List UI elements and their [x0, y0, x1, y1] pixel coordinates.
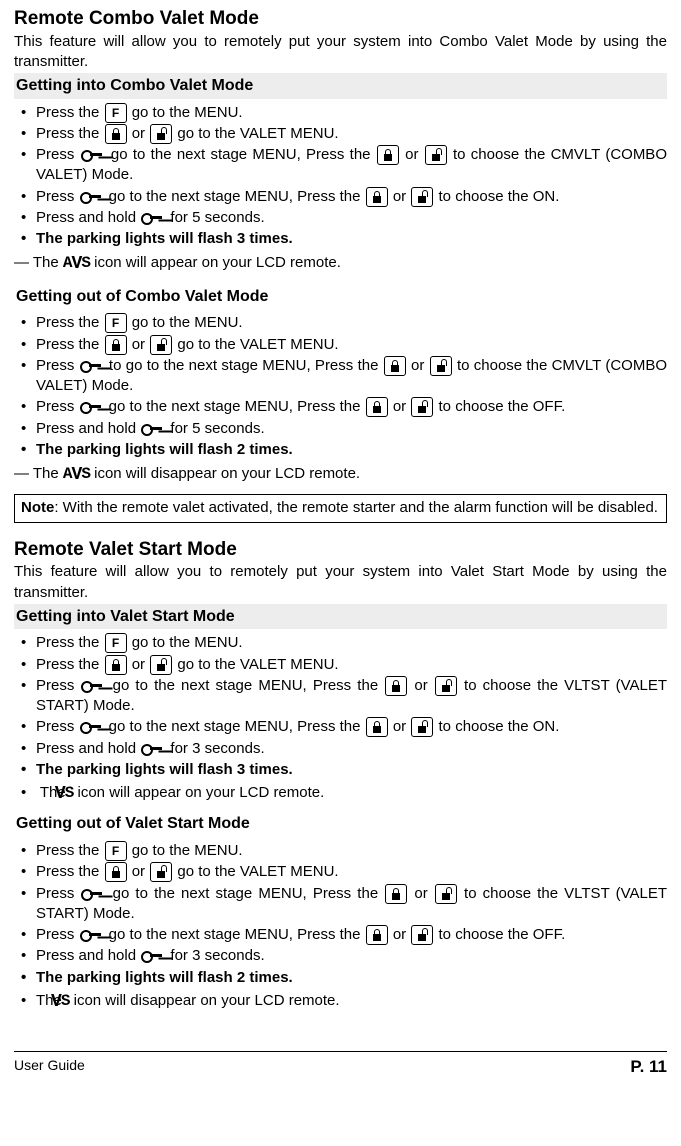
- step-item: Press and hold for 5 seconds.: [14, 419, 667, 439]
- unlock-icon: [150, 124, 172, 144]
- unlock-icon: [411, 397, 433, 417]
- f-icon: [105, 633, 127, 653]
- subhead-2b: Getting out of Valet Start Mode: [14, 811, 667, 837]
- step-item: Press go to the next stage MENU, Press t…: [14, 884, 667, 925]
- unlock-icon: [411, 717, 433, 737]
- step-item: The parking lights will flash 2 times.: [14, 440, 667, 460]
- note-label: Note: [21, 499, 54, 516]
- page-number: P. 11: [630, 1056, 667, 1079]
- intro-2: This feature will allow you to remotely …: [14, 562, 667, 603]
- f-icon: [105, 103, 127, 123]
- vs-icon: VS: [70, 781, 73, 805]
- dash-1a: — The AVS icon will appear on your LCD r…: [14, 251, 667, 275]
- key-icon: [81, 884, 105, 904]
- steps-1b: Press the go to the MENU.Press the or go…: [14, 313, 667, 460]
- lock-icon: [366, 397, 388, 417]
- lock-icon: [105, 655, 127, 675]
- step-item: Press go to the next stage MENU, Press t…: [14, 397, 667, 417]
- step-item: Press go to the next stage MENU, Press t…: [14, 187, 667, 207]
- lock-icon: [105, 124, 127, 144]
- section-title-2: Remote Valet Start Mode: [14, 537, 667, 563]
- note-box: Note: With the remote valet activated, t…: [14, 494, 667, 522]
- step-item: Press the go to the MENU.: [14, 633, 667, 653]
- step-item: The parking lights will flash 3 times.: [14, 229, 667, 249]
- lock-icon: [105, 862, 127, 882]
- key-icon: [141, 946, 165, 966]
- footer-left: User Guide: [14, 1056, 85, 1079]
- avs-icon: AVS: [63, 462, 90, 486]
- section-title-1: Remote Combo Valet Mode: [14, 6, 667, 32]
- lock-icon: [366, 717, 388, 737]
- lock-icon: [385, 676, 407, 696]
- lock-icon: [105, 335, 127, 355]
- step-item: Press go to the next stage MENU, Press t…: [14, 145, 667, 186]
- subhead-1a: Getting into Combo Valet Mode: [14, 73, 667, 99]
- dash-1b: — The AVS icon will disappear on your LC…: [14, 462, 667, 486]
- step-item: Press and hold for 3 seconds.: [14, 739, 667, 759]
- step-item: Press and hold for 5 seconds.: [14, 208, 667, 228]
- avs-icon: AVS: [63, 251, 90, 275]
- steps-2b: Press the go to the MENU.Press the or go…: [14, 841, 667, 1013]
- key-icon: [141, 739, 165, 759]
- lock-icon: [385, 884, 407, 904]
- step-item: The VS icon will disappear on your LCD r…: [14, 989, 667, 1013]
- key-icon: [80, 925, 104, 945]
- step-item: Press the go to the MENU.: [14, 103, 667, 123]
- step-item: Press the go to the MENU.: [14, 841, 667, 861]
- step-item: Press the go to the MENU.: [14, 313, 667, 333]
- unlock-icon: [435, 676, 457, 696]
- footer: User Guide P. 11: [14, 1051, 667, 1079]
- vs-icon: VS: [66, 989, 69, 1013]
- unlock-icon: [435, 884, 457, 904]
- unlock-icon: [150, 335, 172, 355]
- lock-icon: [377, 145, 399, 165]
- subhead-1b: Getting out of Combo Valet Mode: [14, 284, 667, 310]
- step-item: Press the or go to the VALET MENU.: [14, 124, 667, 144]
- key-icon: [80, 356, 104, 376]
- unlock-icon: [150, 862, 172, 882]
- step-item: Press the or go to the VALET MENU.: [14, 335, 667, 355]
- step-item: Press and hold for 3 seconds.: [14, 946, 667, 966]
- subhead-2a: Getting into Valet Start Mode: [14, 604, 667, 630]
- step-item: Press to go to the next stage MENU, Pres…: [14, 356, 667, 397]
- unlock-icon: [411, 187, 433, 207]
- steps-1a: Press the go to the MENU.Press the or go…: [14, 103, 667, 250]
- step-item: The VS icon will appear on your LCD remo…: [14, 781, 667, 805]
- unlock-icon: [411, 925, 433, 945]
- f-icon: [105, 841, 127, 861]
- key-icon: [81, 676, 105, 696]
- steps-2a: Press the go to the MENU.Press the or go…: [14, 633, 667, 805]
- lock-icon: [366, 925, 388, 945]
- note-text: : With the remote valet activated, the r…: [54, 499, 658, 516]
- step-item: Press go to the next stage MENU, Press t…: [14, 717, 667, 737]
- step-item: Press go to the next stage MENU, Press t…: [14, 676, 667, 717]
- unlock-icon: [430, 356, 452, 376]
- step-item: Press the or go to the VALET MENU.: [14, 655, 667, 675]
- key-icon: [141, 208, 165, 228]
- lock-icon: [384, 356, 406, 376]
- key-icon: [80, 187, 104, 207]
- key-icon: [80, 717, 104, 737]
- intro-1: This feature will allow you to remotely …: [14, 32, 667, 73]
- step-item: Press go to the next stage MENU, Press t…: [14, 925, 667, 945]
- f-icon: [105, 313, 127, 333]
- step-item: Press the or go to the VALET MENU.: [14, 862, 667, 882]
- unlock-icon: [150, 655, 172, 675]
- step-item: The parking lights will flash 2 times.: [14, 968, 667, 988]
- unlock-icon: [425, 145, 447, 165]
- step-item: The parking lights will flash 3 times.: [14, 760, 667, 780]
- key-icon: [141, 419, 165, 439]
- lock-icon: [366, 187, 388, 207]
- key-icon: [80, 397, 104, 417]
- key-icon: [81, 145, 105, 165]
